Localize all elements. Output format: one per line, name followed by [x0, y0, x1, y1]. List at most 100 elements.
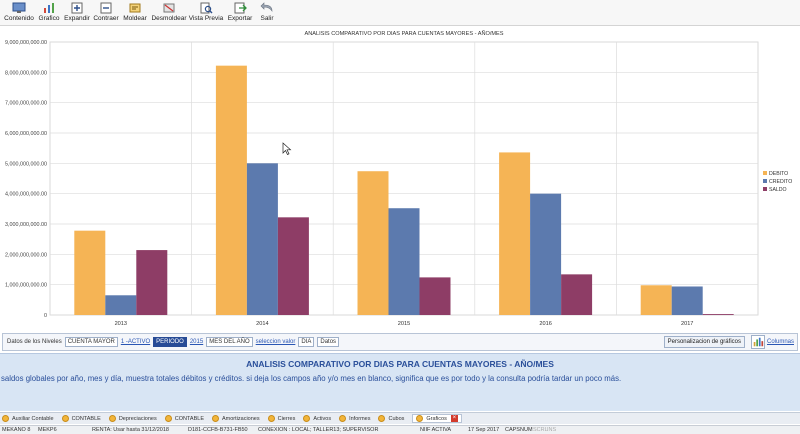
status-renta: RENTA: Usar hasta 31/12/2018	[92, 427, 169, 433]
x-tick-label: 2016	[539, 321, 551, 327]
bar-saldo-2016	[561, 274, 593, 315]
info-title: ANALISIS COMPARATIVO POR DIAS PARA CUENT…	[246, 359, 554, 369]
personalizacion-button[interactable]: Personalizacion de gráficos	[663, 336, 745, 348]
seleccion-valor-link[interactable]: seleccion valor	[255, 339, 296, 345]
levels-label: Datos de los Niveles	[7, 339, 62, 345]
tab-depreciaciones[interactable]: Depreciaciones	[108, 415, 157, 422]
info-description: saldos globales por año, mes y día, mues…	[1, 374, 622, 383]
tab-cierres[interactable]: Cierres	[267, 415, 295, 422]
vista-previa-button[interactable]: Vista Previa	[188, 0, 224, 26]
contraer-button[interactable]: Contraer	[92, 0, 120, 26]
status-date: 17 Sep 2017	[468, 427, 500, 433]
collapse-icon	[100, 2, 112, 14]
tab-dot-icon	[61, 415, 69, 422]
bar-chart: ANALISIS COMPARATIVO POR DIAS PARA CUENT…	[5, 30, 792, 327]
monitor-icon	[12, 2, 26, 13]
x-tick-label: 2015	[398, 321, 410, 327]
chart-title: ANALISIS COMPARATIVO POR DIAS PARA CUENT…	[304, 30, 503, 37]
columnas-link[interactable]: Columnas	[766, 339, 794, 345]
bar-saldo-2013	[136, 250, 168, 315]
tab-informes[interactable]: Informes	[339, 415, 370, 422]
x-tick-label: 2014	[256, 321, 268, 327]
status-app: MEKANO 8	[2, 427, 31, 433]
tab-label: Auxiliar Contable	[12, 415, 54, 422]
y-tick-label: 9,000,000,000.00	[5, 40, 47, 46]
activo-link[interactable]: 1 -ACTIVO	[120, 339, 151, 345]
bar-credito-2014	[246, 163, 278, 315]
cuenta-mayor-field[interactable]: CUENTA MAYOR	[64, 337, 118, 347]
datos-field[interactable]: Datos	[317, 337, 340, 347]
tab-dot-icon	[339, 415, 347, 422]
contenido-button[interactable]: Contenido	[2, 0, 36, 26]
tab-label: Activos	[313, 415, 332, 422]
exportar-label: Exportar	[227, 15, 253, 22]
bar-debito-2017	[640, 285, 672, 315]
exportar-button[interactable]: Exportar	[224, 0, 256, 26]
dia-field[interactable]: DIA	[298, 337, 315, 347]
desmoldear-label: Desmoldear	[151, 15, 187, 22]
mold-icon	[129, 3, 141, 13]
info-panel: ANALISIS COMPARATIVO POR DIAS PARA CUENT…	[0, 353, 800, 411]
tab-amortizaciones[interactable]: Amortizaciones	[212, 415, 260, 422]
tab-label: Informes	[349, 415, 371, 422]
chart-area: ANALISIS COMPARATIVO POR DIAS PARA CUENT…	[0, 27, 800, 332]
tab-activos[interactable]: Activos	[303, 415, 331, 422]
bar-credito-2016	[530, 193, 562, 315]
preview-icon	[200, 2, 213, 14]
levels-actions: Personalizacion de gráficos Columnas	[663, 334, 797, 350]
periodo-field[interactable]: PERIODO	[153, 337, 187, 347]
y-tick-label: 4,000,000,000.00	[5, 192, 47, 198]
tab-contable-2[interactable]: CONTABLE	[164, 415, 204, 422]
status-company: MEKP6	[38, 427, 57, 433]
contenido-label: Contenido	[4, 15, 34, 22]
status-caps: CAPS	[505, 427, 520, 433]
tab-label: CONTABLE	[71, 415, 101, 422]
status-scrl: SCRL	[533, 427, 548, 433]
tab-dot-icon	[164, 415, 172, 422]
desmoldear-button[interactable]: Desmoldear	[150, 0, 188, 26]
tab-dot-icon	[378, 415, 386, 422]
y-tick-label: 0	[44, 313, 47, 319]
tab-dot-icon	[212, 415, 219, 422]
tab-auxiliar-contable[interactable]: Auxiliar Contable	[2, 415, 54, 422]
status-conexion: CONEXION : LOCAL; TALLER13; SUPERVISOR	[258, 427, 379, 433]
mouse-cursor-icon	[282, 142, 292, 155]
tab-dot-icon	[2, 415, 9, 422]
moldear-label: Moldear	[123, 15, 147, 22]
salir-label: Salir	[260, 15, 274, 22]
legend-label-saldo: SALDO	[769, 187, 787, 193]
y-tick-label: 7,000,000,000.00	[5, 101, 47, 107]
y-tick-label: 8,000,000,000.00	[5, 70, 47, 76]
y-tick-label: 1,000,000,000.00	[5, 283, 47, 289]
moldear-button[interactable]: Moldear	[120, 0, 150, 26]
close-tab-icon[interactable]: ×	[450, 415, 458, 422]
tab-cubos[interactable]: Cubos	[378, 415, 404, 422]
bar-debito-2013	[74, 230, 106, 315]
expandir-button[interactable]: Expandir	[62, 0, 92, 26]
tab-dot-icon	[416, 415, 424, 422]
bar-chart-icon	[44, 3, 54, 13]
tab-dot-icon	[303, 415, 311, 422]
tab-contable[interactable]: CONTABLE	[61, 415, 101, 422]
x-tick-label: 2013	[115, 321, 127, 327]
expandir-label: Expandir	[64, 15, 90, 22]
grafico-button[interactable]: Grafico	[36, 0, 62, 26]
bar-saldo-2017	[702, 314, 734, 315]
tab-bar: Auxiliar Contable CONTABLE Depreciacione…	[0, 412, 800, 424]
bar-credito-2015	[388, 208, 420, 315]
bar-debito-2014	[215, 65, 247, 315]
mes-del-ano-field[interactable]: MES DEL AÑO	[206, 337, 253, 347]
bar-saldo-2015	[419, 277, 451, 315]
expand-icon	[71, 2, 83, 14]
legend-swatch-debito	[763, 171, 767, 175]
y-tick-label: 6,000,000,000.00	[5, 131, 47, 137]
tab-label: Amortizaciones	[222, 415, 260, 422]
tab-label: Depreciaciones	[118, 415, 157, 422]
bar-saldo-2014	[277, 217, 309, 315]
salir-button[interactable]: Salir	[256, 0, 278, 26]
tab-graficos[interactable]: Graficos ×	[412, 414, 462, 423]
tab-label: Cubos	[388, 415, 405, 422]
year-link[interactable]: 2015	[189, 339, 204, 345]
columns-chart-icon[interactable]	[750, 335, 765, 349]
